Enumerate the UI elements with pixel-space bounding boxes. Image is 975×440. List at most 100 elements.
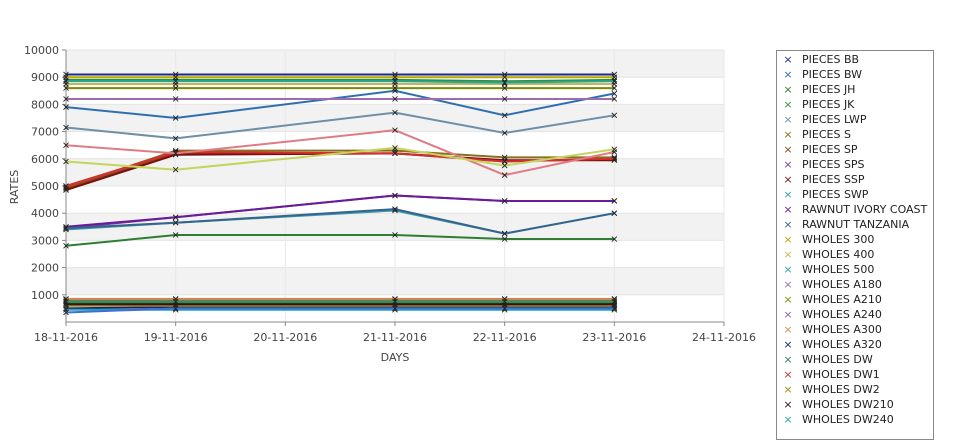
legend-marker-icon: × [783,338,793,351]
x-tick-labels: 18-11-2016 19-11-2016 20-11-2016 21-11-2016… [34,322,756,344]
data-point [63,158,69,165]
legend-marker-icon: × [783,173,793,186]
x-tick-label: 22-11-2016 [473,331,537,344]
data-point [611,74,618,81]
y-axis-title: RATES [8,170,21,205]
data-point [611,155,618,162]
legend: × PIECES BB × PIECES BW × PIECES JH × PIECES JK… [776,50,934,440]
legend-marker-icon: × [783,278,793,291]
data-point [172,78,179,85]
legend-marker-icon: × [783,353,793,366]
x-tick-label: 19-11-2016 [144,331,208,344]
data-point [501,230,508,237]
data-point [392,150,398,157]
legend-item: × WHOLES A320 [781,337,882,352]
series-27 [63,298,618,305]
data-point [611,298,618,305]
legend-item: × WHOLES DW2 [781,382,879,397]
data-point [392,305,398,312]
legend-marker-icon: × [783,413,793,426]
legend-item: × PIECES SP [781,142,858,157]
legend-item: × PIECES LWP [781,112,867,127]
legend-label: PIECES JH [802,83,856,96]
legend-item: × PIECES SWP [781,187,868,202]
legend-label: PIECES SP [802,143,858,156]
data-point [611,78,618,85]
legend-item: × WHOLES A240 [781,307,882,322]
data-point [63,96,69,102]
line-chart: 1000 2000 3000 4000 5000 6000 7000 8000 9000 1000… [8,44,756,364]
legend-item: × PIECES S [781,127,851,142]
data-point [501,162,508,169]
data-point [392,109,398,116]
series-10 [63,192,618,230]
data-point [501,298,508,305]
data-point [392,85,398,91]
y-tick-label: 3000 [31,234,59,247]
data-point [172,232,179,238]
legend-label: PIECES SSP [802,173,865,186]
data-point [611,198,618,204]
legend-marker-icon: × [783,98,793,111]
legend-item: × WHOLES 400 [781,247,874,262]
data-point [172,166,179,173]
data-point [501,96,508,102]
data-point [172,96,179,102]
legend-item: × PIECES BW [781,67,862,82]
data-point [611,210,618,217]
legend-item: × PIECES JK [781,97,854,112]
data-point [501,236,508,242]
data-point [63,243,69,249]
data-point [392,232,398,238]
data-point [392,74,398,81]
legend-marker-icon: × [783,248,793,261]
y-tick-label: 7000 [31,126,59,139]
series-1 [63,87,618,121]
data-point [172,85,179,91]
series-26 [63,145,618,173]
y-tick-label: 5000 [31,180,59,193]
data-point [172,219,179,226]
legend-item: × WHOLES DW240 [781,412,893,427]
data-point [611,85,618,91]
data-point [63,309,69,316]
data-point [172,298,179,305]
legend-label: WHOLES A320 [802,338,882,351]
legend-marker-icon: × [783,113,793,126]
series-28 [63,305,618,316]
data-point [63,183,69,189]
legend-marker-icon: × [783,143,793,156]
legend-item: × PIECES SSP [781,172,865,187]
legend-marker-icon: × [783,203,793,216]
legend-marker-icon: × [783,398,793,411]
data-point [172,135,179,142]
data-point [392,298,398,305]
legend-label: PIECES SWP [802,188,869,201]
legend-label: PIECES LWP [802,113,867,126]
y-tick-label: 2000 [31,262,59,275]
legend-label: PIECES SPS [802,158,865,171]
data-point [172,305,179,312]
legend-label: WHOLES A210 [802,293,882,306]
legend-label: WHOLES 300 [802,233,875,246]
data-point [63,298,69,305]
x-tick-label: 23-11-2016 [582,331,646,344]
y-tick-label: 6000 [31,153,59,166]
data-point [63,225,69,231]
data-point [63,142,69,149]
series-lines [63,71,618,316]
legend-item: × PIECES JH [781,82,855,97]
legend-marker-icon: × [783,293,793,306]
legend-marker-icon: × [783,263,793,276]
x-tick-label: 18-11-2016 [34,331,98,344]
data-point [63,74,69,81]
legend-label: PIECES BW [802,68,862,81]
data-point [501,305,508,312]
series-25 [63,127,618,178]
series-15 [63,96,618,102]
data-point [172,214,179,221]
legend-marker-icon: × [783,128,793,141]
legend-label: PIECES S [802,128,851,141]
legend-label: WHOLES DW [802,353,873,366]
y-tick-label: 4000 [31,207,59,220]
